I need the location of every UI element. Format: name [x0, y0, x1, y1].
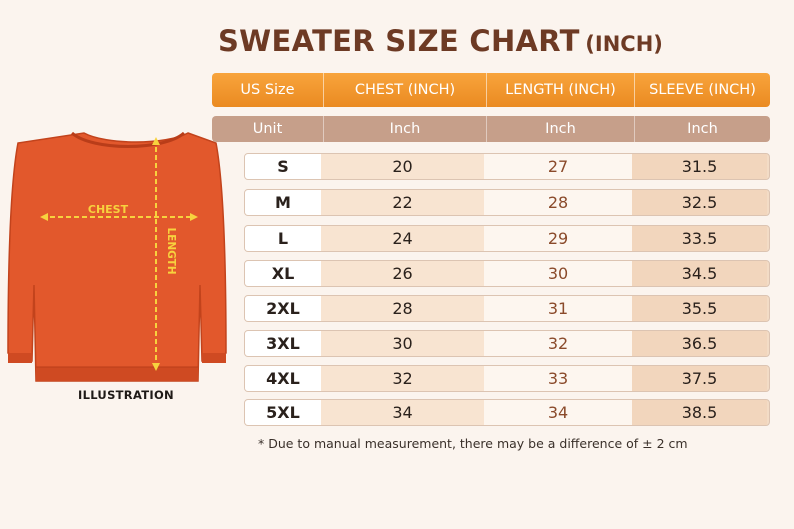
length-cell: 32 — [484, 331, 632, 356]
chest-cell: 20 — [321, 154, 484, 179]
chest-cell: 26 — [321, 261, 484, 286]
unit-chest: Inch — [324, 116, 487, 142]
length-cell: 27 — [484, 154, 632, 179]
page-title: SWEATER SIZE CHART (INCH) — [218, 24, 778, 58]
length-label: LENGTH — [165, 227, 177, 274]
right-cuff — [202, 353, 226, 363]
size-cell: M — [245, 190, 321, 215]
chest-cell: 34 — [321, 400, 484, 425]
sleeve-cell: 38.5 — [632, 400, 767, 425]
size-cell: XL — [245, 261, 321, 286]
table-unit-row: Unit Inch Inch Inch — [212, 116, 770, 142]
table-row: 3XL 30 32 36.5 — [244, 330, 770, 357]
header-us-size: US Size — [212, 73, 324, 107]
sweater-collar — [70, 131, 186, 148]
chest-cell: 22 — [321, 190, 484, 215]
table-row: L 24 29 33.5 — [244, 225, 770, 252]
length-cell: 34 — [484, 400, 632, 425]
title-main: SWEATER SIZE CHART — [218, 24, 580, 58]
size-cell: 4XL — [245, 366, 321, 391]
table-row: S 20 27 31.5 — [244, 153, 770, 180]
header-chest: CHEST (INCH) — [324, 73, 487, 107]
sleeve-cell: 37.5 — [632, 366, 767, 391]
sweater-body — [7, 132, 227, 382]
illustration-label: ILLUSTRATION — [78, 388, 174, 402]
length-cell: 30 — [484, 261, 632, 286]
chest-cell: 28 — [321, 296, 484, 321]
header-length: LENGTH (INCH) — [487, 73, 635, 107]
unit-label: Unit — [212, 116, 324, 142]
length-cell: 29 — [484, 226, 632, 251]
sweater-hem — [36, 367, 198, 381]
unit-length: Inch — [487, 116, 635, 142]
size-cell: 5XL — [245, 400, 321, 425]
size-cell: 2XL — [245, 296, 321, 321]
length-cell: 28 — [484, 190, 632, 215]
chest-cell: 30 — [321, 331, 484, 356]
sleeve-cell: 32.5 — [632, 190, 767, 215]
length-arrow-bottom-head — [152, 363, 160, 371]
sleeve-cell: 35.5 — [632, 296, 767, 321]
footnote: * Due to manual measurement, there may b… — [258, 436, 688, 451]
chest-cell: 24 — [321, 226, 484, 251]
length-cell: 31 — [484, 296, 632, 321]
size-cell: S — [245, 154, 321, 179]
table-row: 5XL 34 34 38.5 — [244, 399, 770, 426]
chest-label: CHEST — [88, 203, 129, 216]
table-row: XL 26 30 34.5 — [244, 260, 770, 287]
length-cell: 33 — [484, 366, 632, 391]
table-row: 4XL 32 33 37.5 — [244, 365, 770, 392]
sleeve-cell: 31.5 — [632, 154, 767, 179]
size-cell: 3XL — [245, 331, 321, 356]
header-sleeve: SLEEVE (INCH) — [635, 73, 770, 107]
table-header-row: US Size CHEST (INCH) LENGTH (INCH) SLEEV… — [212, 73, 770, 107]
table-row: 2XL 28 31 35.5 — [244, 295, 770, 322]
table-row: M 22 28 32.5 — [244, 189, 770, 216]
sleeve-cell: 36.5 — [632, 331, 767, 356]
title-unit: (INCH) — [585, 32, 663, 56]
chest-arrow-right-head — [190, 213, 198, 221]
sweater-illustration: CHEST LENGTH — [7, 131, 227, 382]
length-arrow-top-head — [152, 137, 160, 145]
sleeve-cell: 34.5 — [632, 261, 767, 286]
left-cuff — [8, 353, 32, 363]
size-cell: L — [245, 226, 321, 251]
unit-sleeve: Inch — [635, 116, 770, 142]
chest-cell: 32 — [321, 366, 484, 391]
chest-arrow-left-head — [40, 213, 48, 221]
sleeve-cell: 33.5 — [632, 226, 767, 251]
